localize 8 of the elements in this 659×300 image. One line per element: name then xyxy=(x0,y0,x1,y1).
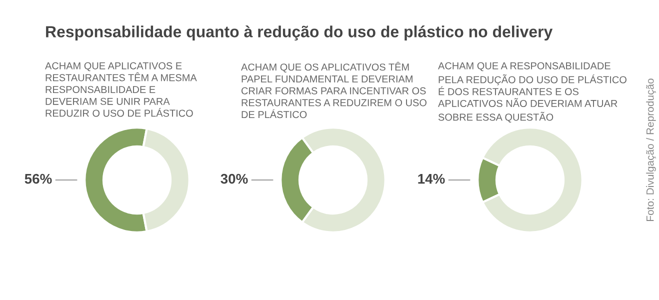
data-label: 30% xyxy=(220,174,248,184)
text: Responsabilidade quanto à redução do uso de plástico no delivery xyxy=(46,25,553,41)
data-label: 56% xyxy=(24,174,52,184)
chart-subtitle: ACHAM QUE A RESPONSABILIDADE PELA REDUÇÃO DO USO DE PLÁSTICO É DOS RESTAURANTES E OS APLICATIVOS NÃO DEVERIAM ATUAR SOBRE ESSA QUESTÃO xyxy=(438,62,626,122)
text: Foto: Divulgação / Reprodução xyxy=(646,78,656,221)
chart-subtitle: ACHAM QUE OS APLICATIVOS TÊM PAPEL FUNDAMENTAL E DEVERIAM CRIAR FORMAS PARA INCENTIVAR OS RESTAURANTES A REDUZIREM O USO DE PLÁSTICO xyxy=(241,62,426,118)
chart-subtitle: ACHAM QUE APLICATIVOS E RESTAURANTES TÊM A MESMA RESPONSABILIDADE E DEVERIAM SE UNIR PARA REDUZIR O USO DE PLÁSTICO xyxy=(45,62,197,117)
data-label: 14% xyxy=(418,174,445,184)
